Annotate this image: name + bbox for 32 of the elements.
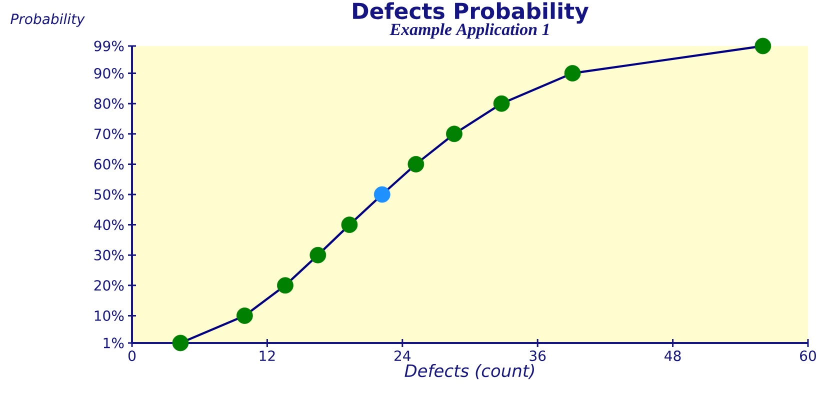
x-tick-label: 12	[260, 350, 275, 361]
y-tick-label: 10%	[94, 310, 124, 322]
y-tick-label: 80%	[94, 98, 124, 109]
point	[493, 95, 510, 112]
y-tick-label: 40%	[94, 219, 124, 230]
x-tick-label: 48	[664, 350, 681, 362]
point	[236, 308, 253, 324]
point	[374, 186, 390, 203]
point	[408, 156, 424, 172]
x-axis-title: Defects (count)	[404, 364, 534, 380]
point	[564, 65, 581, 82]
point	[310, 246, 326, 264]
x-tick-label: 60	[800, 350, 816, 362]
x-tick-label: 24	[394, 350, 411, 361]
y-tick-label: 90%	[94, 68, 124, 79]
y-tick-label: 50%	[94, 189, 124, 200]
chart-subtitle: Example Application 1	[390, 23, 549, 39]
y-tick-label: 30%	[94, 250, 124, 260]
y-tick-label: 60%	[94, 158, 124, 170]
y-tick-label: 99%	[94, 40, 124, 52]
x-tick-label: 0	[128, 350, 136, 362]
point	[341, 216, 358, 233]
chart-title: Defects Probability	[353, 2, 589, 24]
y-tick-label: 1%	[104, 338, 124, 348]
point	[446, 126, 462, 142]
y-tick-label: 20%	[94, 280, 124, 291]
point	[754, 38, 772, 54]
y-tick-label: 70%	[94, 128, 124, 140]
point	[172, 334, 189, 352]
point	[277, 277, 294, 294]
x-tick-label: 36	[530, 350, 546, 362]
y-axis-title: Probability	[10, 13, 85, 27]
